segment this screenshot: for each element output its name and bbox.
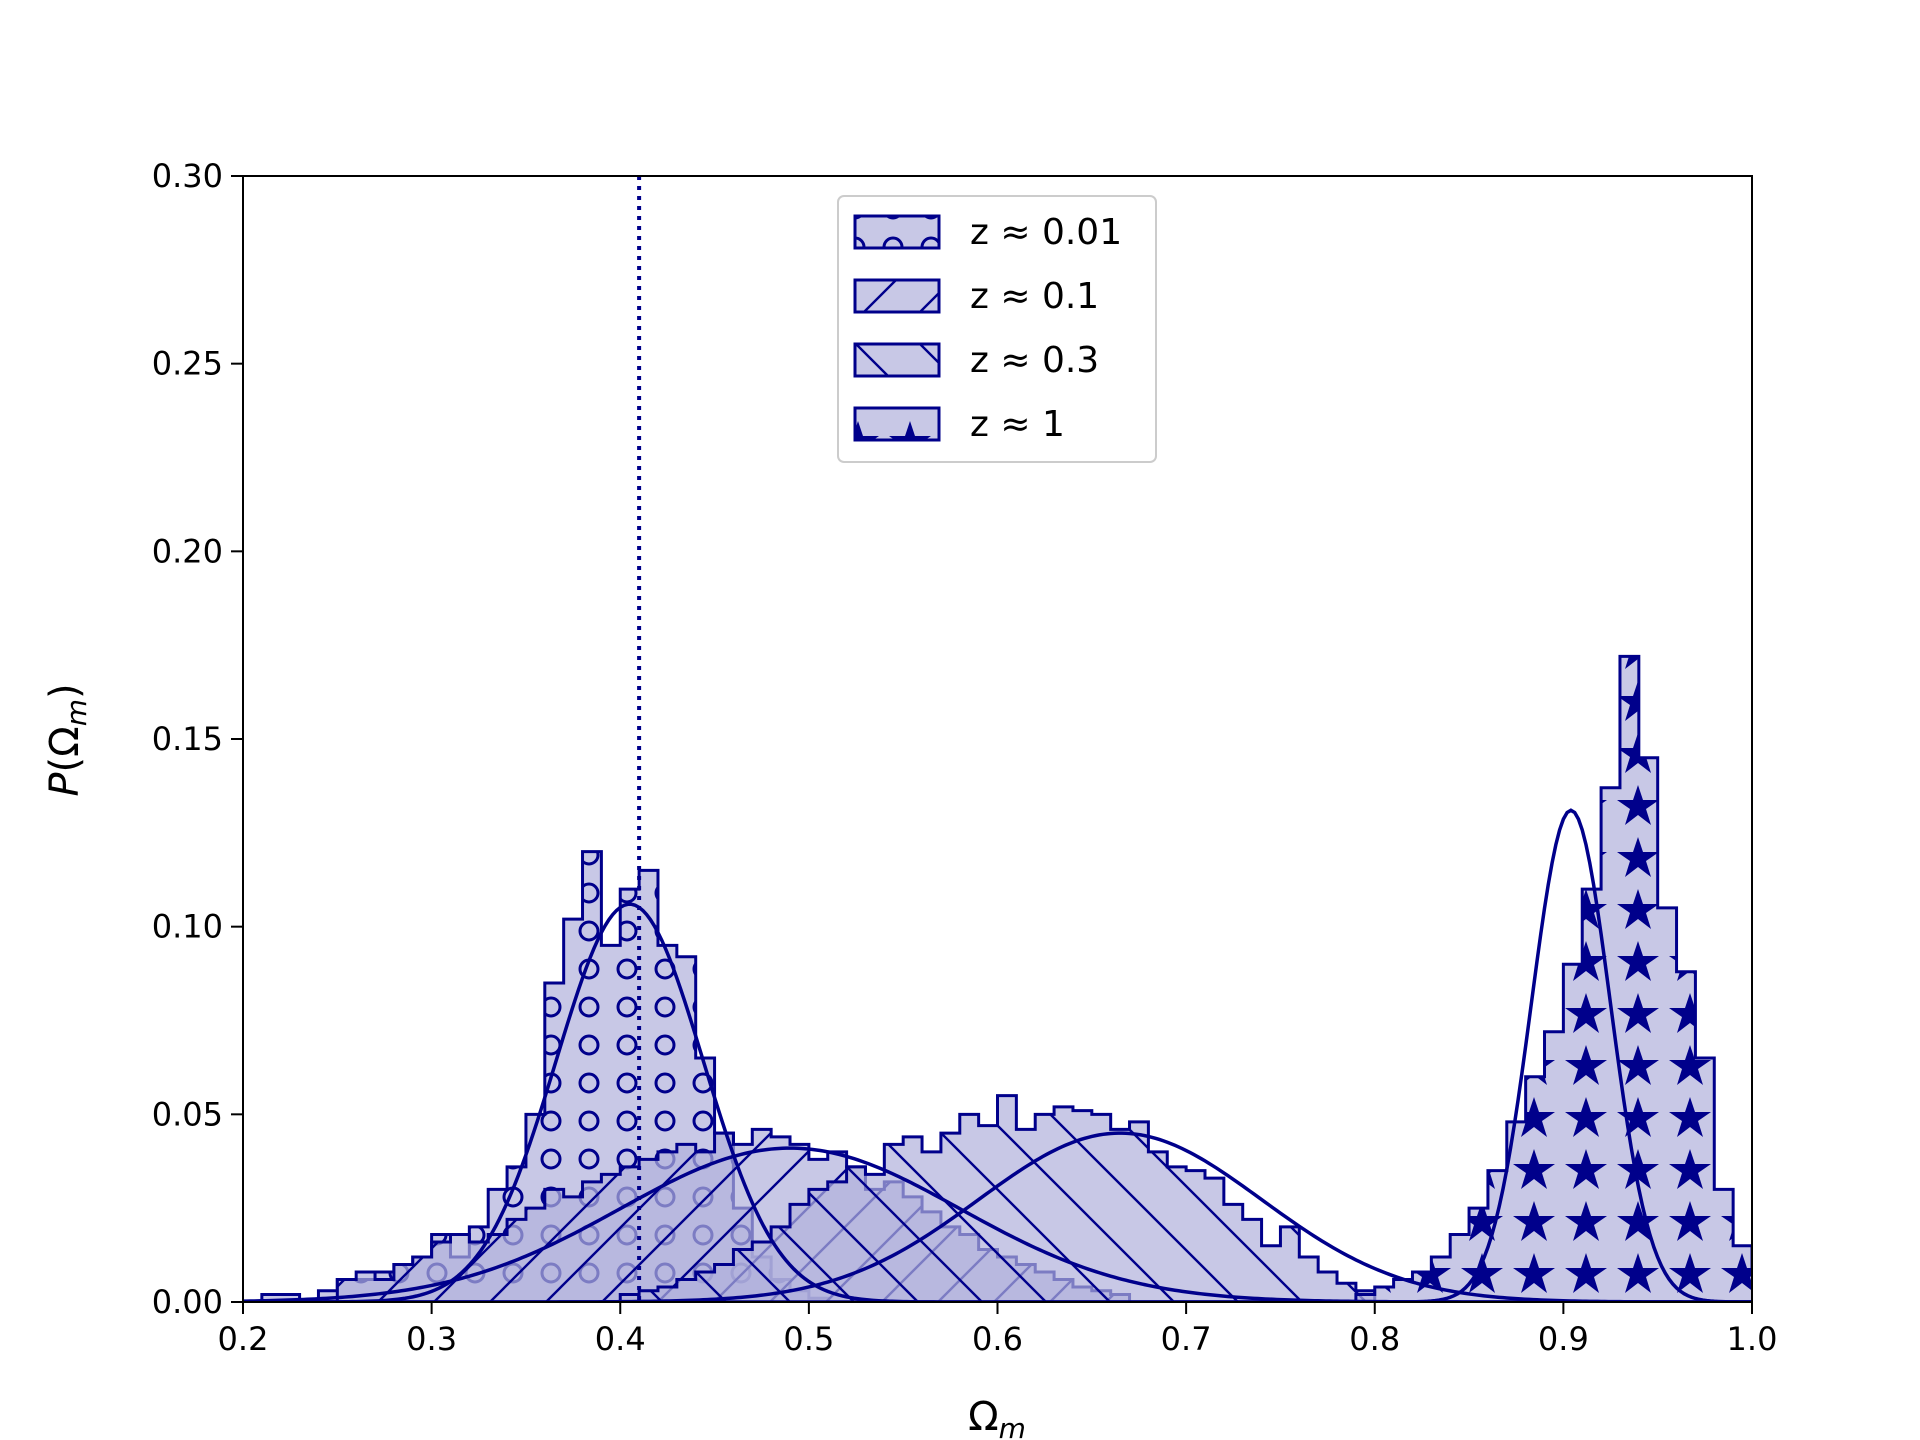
x-tick-label: 0.9 — [1538, 1320, 1589, 1358]
legend-item-stars: z ≈ 1 — [853, 404, 1065, 445]
histogram-series-back-diagonal — [618, 1094, 1377, 1302]
y-tick-label: 0.05 — [152, 1095, 223, 1133]
x-axis-label: Ωm — [968, 1394, 1026, 1440]
y-tick-label: 0.00 — [152, 1283, 223, 1321]
y-axis: 0.00 0.05 0.10 0.15 0.20 0.25 0.30 — [152, 157, 243, 1321]
legend-swatch — [853, 342, 941, 378]
y-tick-label: 0.30 — [152, 157, 223, 195]
y-axis-label: P(Ωm) — [42, 683, 93, 796]
fit-curve-circles — [243, 902, 1752, 1302]
fit-curve-stars — [243, 808, 1752, 1302]
legend-swatch — [853, 214, 941, 250]
legend-item-forward-diagonal: z ≈ 0.1 — [853, 276, 1099, 317]
y-tick-label: 0.25 — [152, 345, 223, 383]
x-tick-label: 0.7 — [1161, 1320, 1212, 1358]
legend-label: z ≈ 0.01 — [970, 212, 1122, 253]
histogram-outline-back-diagonal — [618, 1094, 1377, 1302]
x-tick-label: 0.2 — [218, 1320, 269, 1358]
legend-item-back-diagonal: z ≈ 0.3 — [853, 340, 1099, 381]
histogram-outline-stars — [1354, 654, 1752, 1302]
x-tick-label: 0.4 — [595, 1320, 646, 1358]
y-tick-label: 0.10 — [152, 908, 223, 946]
legend-item-circles: z ≈ 0.01 — [853, 212, 1122, 253]
y-tick-label: 0.20 — [152, 532, 223, 570]
legend: z ≈ 0.01 z ≈ 0.1 z ≈ 0.3 z ≈ 1 — [837, 195, 1157, 463]
x-tick-label: 1.0 — [1727, 1320, 1778, 1358]
legend-label: z ≈ 1 — [970, 404, 1065, 445]
x-tick-label: 0.3 — [406, 1320, 457, 1358]
legend-frame — [837, 195, 1157, 463]
x-tick-label: 0.8 — [1349, 1320, 1400, 1358]
legend-swatch — [853, 278, 941, 314]
y-tick-label: 0.15 — [152, 720, 223, 758]
histogram-layer — [260, 654, 1752, 1302]
x-axis: 0.2 0.3 0.4 0.5 0.6 0.7 0.8 0.9 1.0 — [218, 1302, 1778, 1358]
histogram-series-stars — [1354, 654, 1752, 1302]
legend-label: z ≈ 0.3 — [970, 340, 1099, 381]
legend-label: z ≈ 0.1 — [970, 276, 1099, 317]
x-tick-label: 0.5 — [783, 1320, 834, 1358]
x-tick-label: 0.6 — [972, 1320, 1023, 1358]
legend-swatch — [853, 406, 941, 442]
